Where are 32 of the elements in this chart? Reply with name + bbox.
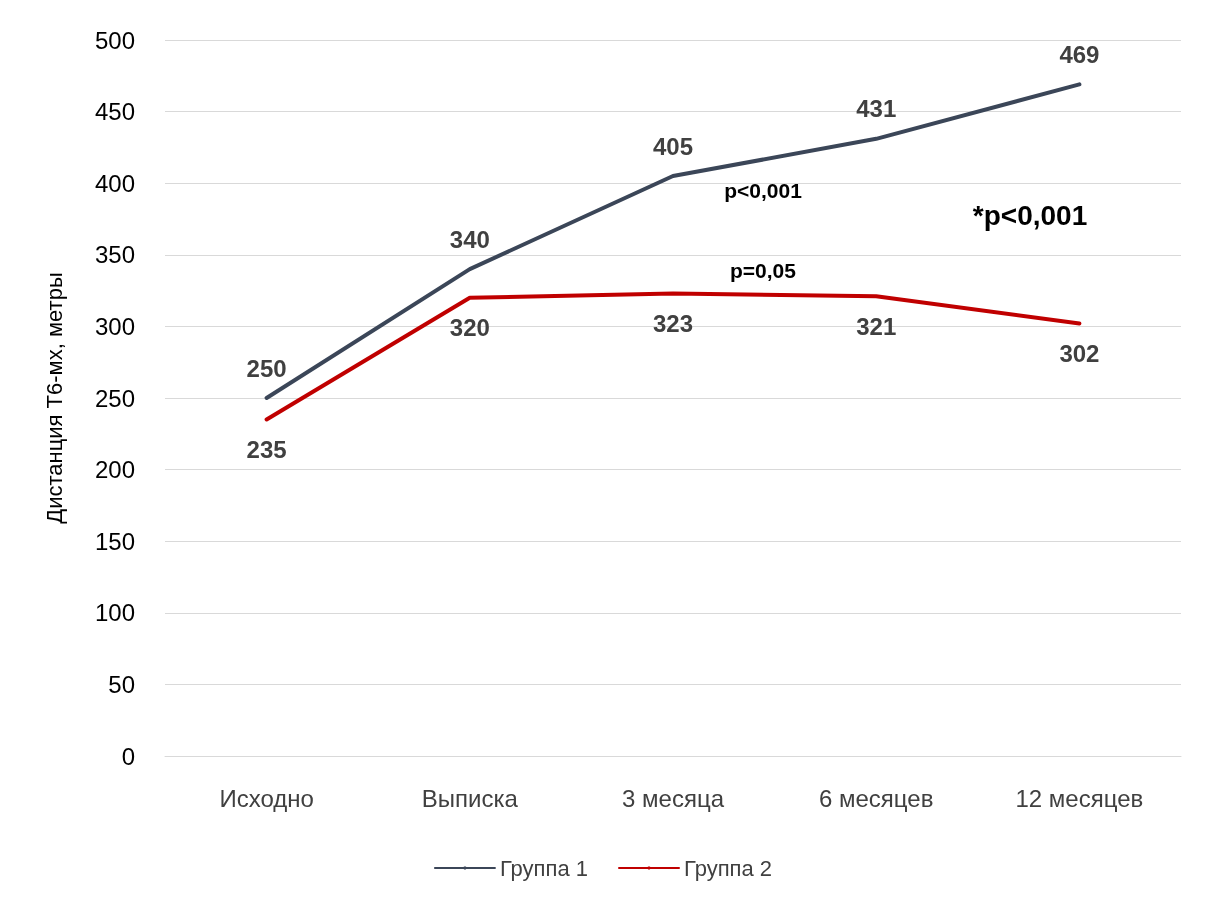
y-tick-label: 200 [94,456,135,484]
x-tick-label: 6 месяцев [818,784,934,812]
x-tick-label: 3 месяца [622,784,725,812]
data-label: 250 [246,354,287,382]
data-label: 320 [449,314,490,342]
data-label: 302 [1059,340,1100,368]
annotation: *p<0,001 [972,199,1088,231]
y-tick-label: 450 [94,98,135,126]
data-label: 405 [652,132,694,160]
data-label: 469 [1059,40,1100,68]
legend-label: Группа 1 [499,855,588,881]
y-axis-title: Дистанция Т6-мх, метры [41,272,67,524]
x-tick-label: Исходно [219,784,314,812]
y-tick-label: 500 [94,26,135,54]
annotation: p<0,001 [724,178,803,202]
y-tick-label: 0 [121,742,135,770]
data-label: 431 [856,95,897,123]
data-label: 323 [652,309,694,337]
y-tick-label: 100 [94,599,135,627]
legend-label: Группа 2 [684,855,773,881]
y-tick-label: 350 [94,241,135,269]
y-tick-label: 400 [94,169,135,197]
y-tick-label: 150 [94,527,135,555]
data-label: 235 [246,435,287,463]
y-tick-label: 50 [108,670,135,698]
y-tick-label: 300 [94,312,135,340]
x-tick-label: 12 месяцев [1015,784,1144,812]
data-label: 321 [856,312,897,340]
y-tick-label: 250 [94,384,135,412]
annotation: p=0,05 [730,258,797,282]
data-label: 340 [449,225,490,253]
x-tick-label: Выписка [421,784,519,812]
